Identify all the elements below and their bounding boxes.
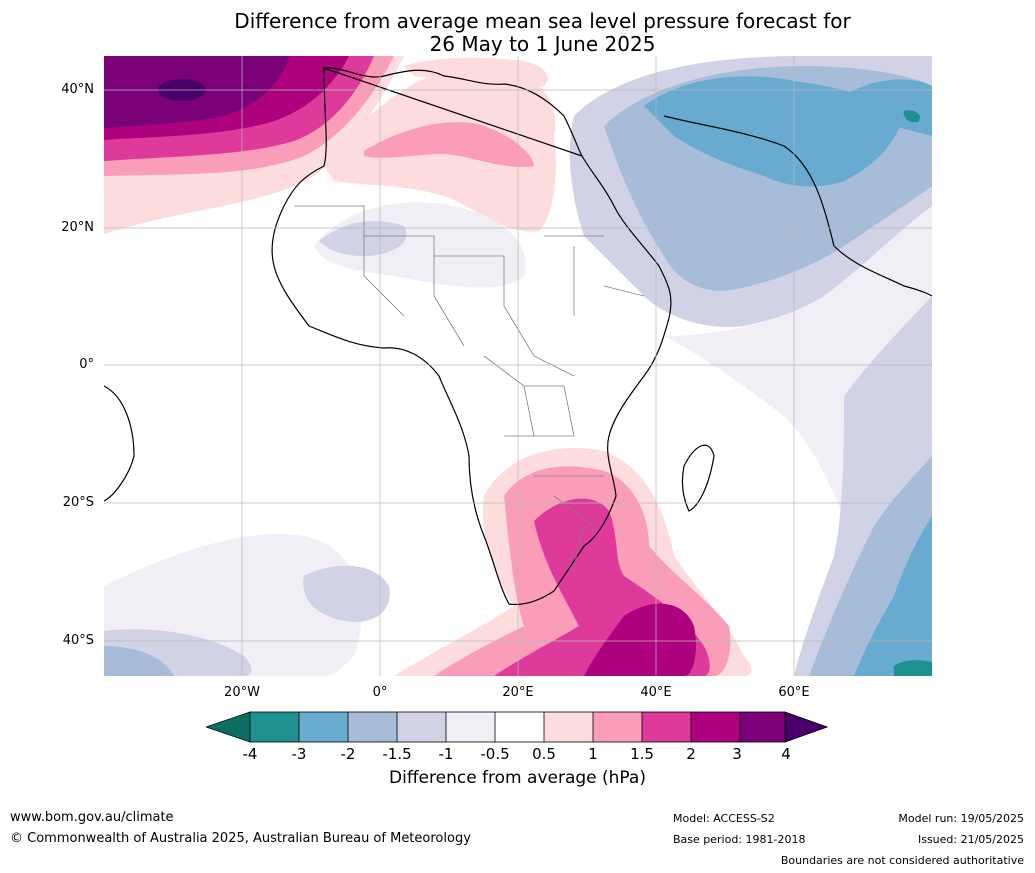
colorbar-tick: -1.5 xyxy=(382,745,412,763)
colorbar-max-extension xyxy=(784,711,828,743)
lat-label-40n: 40°N xyxy=(61,82,94,97)
colorbar-bin xyxy=(544,712,593,742)
pressure-anomaly-map xyxy=(104,56,932,676)
lon-label-40e: 40°E xyxy=(640,685,672,700)
colorbar-tick: 1.5 xyxy=(630,745,654,763)
coastlines xyxy=(104,67,932,606)
lat-label-0: 0° xyxy=(79,357,94,372)
lat-label-20s: 20°S xyxy=(62,495,94,510)
colorbar-tick: -1 xyxy=(438,745,454,763)
lon-label-60e: 60°E xyxy=(778,685,810,700)
colorbar-tick: -4 xyxy=(242,745,258,763)
colorbar-title: Difference from average (hPa) xyxy=(389,768,646,788)
colorbar-tick: 0.5 xyxy=(532,745,556,763)
boundary-disclaimer: Boundaries are not considered authoritat… xyxy=(780,854,1024,867)
colorbar-bin xyxy=(397,712,446,742)
model-name: Model: ACCESS-S2 xyxy=(673,812,775,825)
graticule xyxy=(104,56,932,676)
sahel-low xyxy=(314,202,526,288)
indian-ocean-low xyxy=(664,206,932,676)
colorbar-bin xyxy=(446,712,495,742)
lat-label-40s: 40°S xyxy=(62,633,94,648)
colorbar-tick: -3 xyxy=(291,745,307,763)
colorbar xyxy=(206,711,828,743)
colorbar-tick: 1 xyxy=(588,745,598,763)
mediterranean-high xyxy=(324,57,556,232)
colorbar-bin xyxy=(250,712,299,742)
colorbar-bin xyxy=(593,712,642,742)
website-link[interactable]: www.bom.gov.au/climate xyxy=(10,810,174,825)
base-period: Base period: 1981-2018 xyxy=(673,833,806,846)
country-borders xyxy=(294,205,645,567)
model-run-date: Model run: 19/05/2025 xyxy=(898,812,1024,825)
title-line-1: Difference from average mean sea level p… xyxy=(234,9,851,33)
colorbar-min-extension xyxy=(206,711,251,743)
colorbar-bin xyxy=(495,712,544,742)
lon-label-0: 0° xyxy=(372,685,388,700)
colorbar-bin xyxy=(691,712,740,742)
colorbar-tick: 4 xyxy=(781,745,791,763)
lon-label-20w: 20°W xyxy=(224,685,260,700)
middle-east-low xyxy=(569,56,932,327)
lat-label-20n: 20°N xyxy=(61,220,94,235)
colorbar-tick: -2 xyxy=(340,745,356,763)
title-line-2: 26 May to 1 June 2025 xyxy=(429,32,656,56)
issued-date: Issued: 21/05/2025 xyxy=(917,833,1024,846)
nw-atlantic-high xyxy=(104,56,404,234)
copyright-text: © Commonwealth of Australia 2025, Austra… xyxy=(10,831,471,846)
colorbar-bin xyxy=(740,712,785,742)
lon-label-20e: 20°E xyxy=(502,685,534,700)
colorbar-bin xyxy=(299,712,348,742)
colorbar-bin xyxy=(348,712,397,742)
colorbar-bin xyxy=(642,712,691,742)
chart-title: Difference from average mean sea level p… xyxy=(0,10,1035,56)
colorbar-tick: -0.5 xyxy=(480,745,510,763)
colorbar-tick: 2 xyxy=(686,745,696,763)
colorbar-tick: 3 xyxy=(732,745,742,763)
